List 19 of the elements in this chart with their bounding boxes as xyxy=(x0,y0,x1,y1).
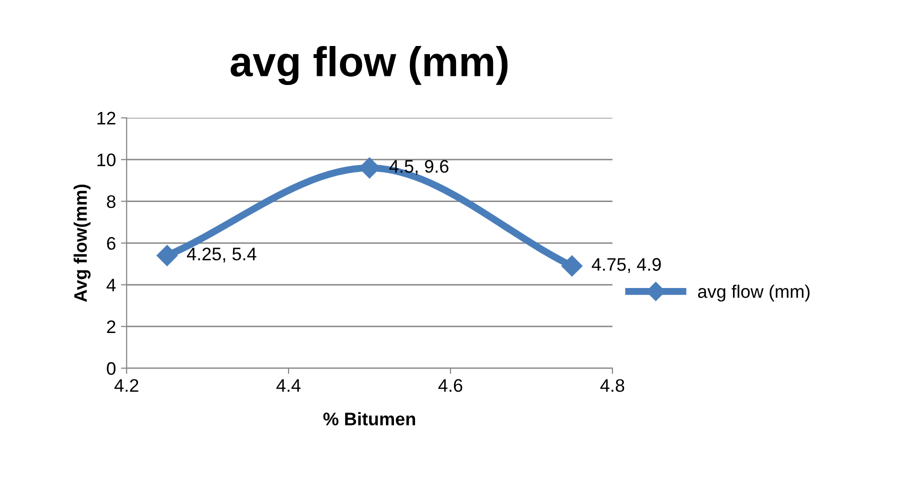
point xyxy=(156,245,178,266)
y-tick-label: 8 xyxy=(106,195,116,208)
y-axis-title: Avg flow(mm) xyxy=(74,184,91,302)
y-tick-label: 4 xyxy=(106,278,116,292)
point xyxy=(561,255,582,276)
data-label: 4.75, 4.9 xyxy=(592,258,661,273)
x-tick-label: 4.2 xyxy=(114,379,138,392)
data-label: 4.25, 5.4 xyxy=(186,248,256,263)
chart-title: avg flow (mm) xyxy=(230,46,508,86)
legend-label: avg flow (mm) xyxy=(698,284,810,302)
y-tick-label: 2 xyxy=(107,320,116,334)
y-tick-label: 6 xyxy=(107,236,116,250)
x-tick-label: 4.8 xyxy=(600,379,624,392)
x-axis-title: % Bitumen xyxy=(323,412,416,426)
y-tick-label: 10 xyxy=(97,154,116,166)
x-tick-label: 4.6 xyxy=(438,379,462,392)
x-tick-label: 4.4 xyxy=(276,379,301,392)
y-tick-label: 0 xyxy=(106,362,116,375)
y-tick-label: 12 xyxy=(97,112,116,124)
